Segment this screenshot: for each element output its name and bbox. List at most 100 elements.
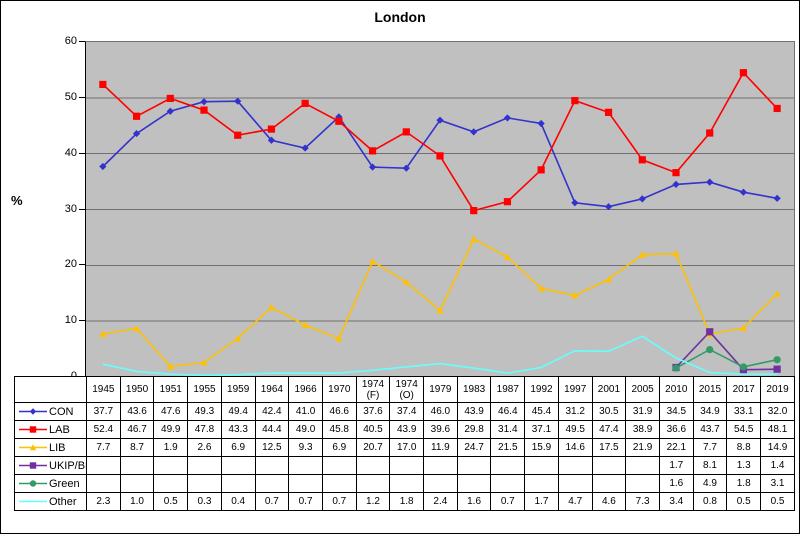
value-cell-con: 30.5 <box>591 402 627 421</box>
value-cell-green: 4.9 <box>692 474 728 493</box>
value-cell-ukip-br <box>119 456 155 475</box>
value-cell-lab: 40.5 <box>355 420 391 439</box>
year-header-cell: 2019 <box>760 376 795 403</box>
year-header-cell: 2017 <box>726 376 762 403</box>
table-row-ukip-br: UKIP/Br 1.7 8.1 1.3 1.4 <box>14 456 795 475</box>
y-tick-mark-40 <box>79 152 85 154</box>
year-header-cell: 1983 <box>456 376 492 403</box>
series-con-marker <box>537 119 545 128</box>
value-cell-ukip-br <box>490 456 526 475</box>
value-cell-other: 4.7 <box>557 492 593 511</box>
green-marker-icon <box>29 480 37 487</box>
value-cell-green <box>389 474 425 493</box>
legend-entry: Green <box>16 478 86 490</box>
y-tick-label-40: 40 <box>64 146 77 159</box>
value-cell-con: 45.4 <box>524 402 559 421</box>
series-lab-marker <box>301 99 309 108</box>
legend-cell-lib: LIB <box>14 438 87 457</box>
value-cell-lib: 21.9 <box>625 438 660 457</box>
year-header-cell: 1974 (O) <box>389 376 425 403</box>
series-lib-marker <box>267 303 276 311</box>
legend-entry: UKIP/Br <box>16 459 87 472</box>
year-header-cell: 1979 <box>423 376 458 403</box>
value-cell-green <box>220 474 256 493</box>
legend-entry: Other <box>16 496 86 508</box>
plot-canvas <box>86 69 794 377</box>
value-cell-ukip-br <box>389 456 425 475</box>
value-cell-ukip-br: 8.1 <box>692 456 728 475</box>
value-cell-green <box>86 474 121 493</box>
legend-key-lib-icon <box>19 444 47 451</box>
value-cell-ukip-br <box>423 456 458 475</box>
value-cell-lib: 1.9 <box>153 438 189 457</box>
legend-label-ukip-br: UKIP/Br <box>49 459 87 472</box>
year-header-cell: 1955 <box>187 376 222 403</box>
value-cell-lib: 12.5 <box>254 438 290 457</box>
year-header-cell: 1945 <box>86 376 121 403</box>
legend-cell-other: Other <box>14 492 87 511</box>
series-lab-marker <box>368 147 377 155</box>
value-cell-con: 49.3 <box>187 402 222 421</box>
value-cell-other: 0.7 <box>490 492 526 511</box>
year-header-cell: 1970 <box>321 376 357 403</box>
value-cell-green: 3.1 <box>760 474 795 493</box>
series-con-marker <box>672 180 680 188</box>
value-cell-con: 37.6 <box>355 402 391 421</box>
y-tick-label-50: 50 <box>64 90 77 103</box>
year-header-row: 1945 1950 1951 1955 1959 1964 1966 1970 1974 (F)… <box>14 376 795 403</box>
value-cell-other: 1.0 <box>119 492 155 511</box>
value-cell-ukip-br <box>591 456 627 475</box>
series-lib-marker <box>132 324 141 332</box>
value-cell-ukip-br: 1.4 <box>760 456 795 475</box>
series-lib-marker <box>99 330 107 338</box>
legend-label-con: CON <box>49 405 74 418</box>
y-tick-label-10: 10 <box>64 314 77 327</box>
value-cell-ukip-br <box>625 456 660 475</box>
value-cell-ukip-br <box>321 456 357 475</box>
value-cell-con: 49.4 <box>220 402 256 421</box>
y-tick-mark-50 <box>79 96 85 98</box>
value-cell-green <box>524 474 559 493</box>
series-lab-marker <box>739 69 748 77</box>
table-corner-cell <box>14 376 87 403</box>
value-cell-ukip-br <box>153 456 189 475</box>
series-lab-marker <box>402 128 410 136</box>
series-lab-marker <box>537 166 545 174</box>
series-lib-marker <box>301 321 309 329</box>
value-cell-lab: 44.4 <box>254 420 290 439</box>
value-cell-lab: 31.4 <box>490 420 526 439</box>
value-cell-lib: 8.8 <box>726 438 762 457</box>
table-row-lib: LIB 7.7 8.7 1.9 2.6 6.9 12.5 9.3 6.9 20.7 17.0 11.9… <box>14 438 795 457</box>
value-cell-other: 1.8 <box>389 492 425 511</box>
table-row-lab: LAB 52.4 46.7 49.9 47.8 43.3 44.4 49.0 45.8 40.5 4… <box>14 420 795 439</box>
table-row-green: Green 1.6 4.9 1.8 3.1 <box>14 474 795 493</box>
value-cell-con: 37.7 <box>86 402 121 421</box>
value-cell-lib: 17.0 <box>389 438 425 457</box>
value-cell-lab: 49.5 <box>557 420 593 439</box>
con-marker-icon <box>29 408 37 415</box>
legend-cell-con: CON <box>14 402 87 421</box>
value-cell-lib: 11.9 <box>423 438 458 457</box>
value-cell-green <box>321 474 357 493</box>
series-green-marker <box>672 364 680 372</box>
legend-entry: LIB <box>16 442 86 454</box>
series-con-marker <box>571 199 579 207</box>
value-cell-con: 31.9 <box>625 402 660 421</box>
value-cell-other: 7.3 <box>625 492 660 511</box>
value-cell-lab: 52.4 <box>86 420 121 439</box>
value-cell-lab: 49.0 <box>288 420 323 439</box>
legend-entry: CON <box>16 405 86 418</box>
y-tick-label-20: 20 <box>64 258 77 271</box>
value-cell-ukip-br <box>220 456 256 475</box>
series-lib-marker <box>773 290 781 297</box>
value-cell-green <box>591 474 627 493</box>
series-con-marker <box>335 113 343 121</box>
value-cell-green <box>254 474 290 493</box>
y-tick-mark-20 <box>79 264 85 266</box>
value-cell-con: 46.4 <box>490 402 526 421</box>
year-header-cell: 2001 <box>591 376 627 403</box>
plot-area <box>85 41 795 378</box>
series-lab-marker <box>166 94 174 102</box>
series-con-marker <box>739 188 748 196</box>
